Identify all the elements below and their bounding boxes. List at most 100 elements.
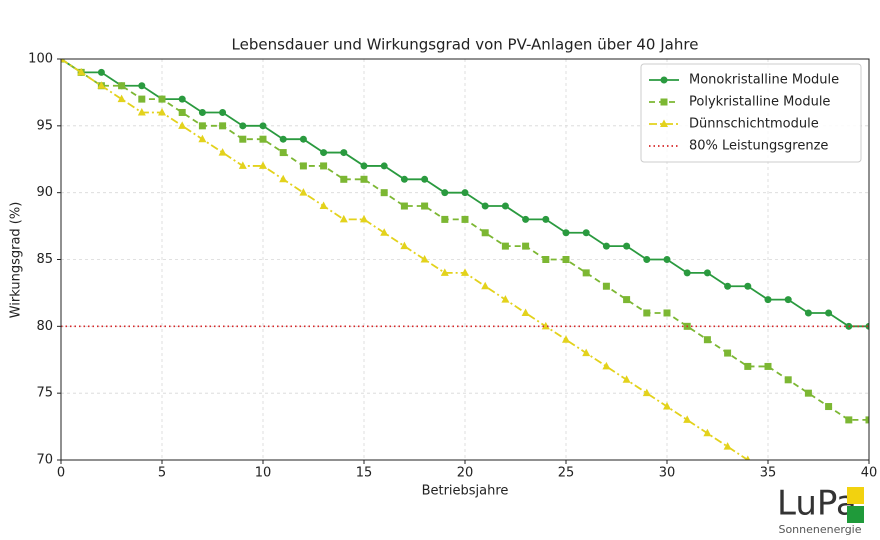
- y-tick-label: 75: [36, 386, 53, 401]
- legend: Monokristalline Module Polykristalline Mo…: [640, 63, 862, 163]
- point: [178, 108, 186, 116]
- point: [340, 175, 348, 183]
- point: [663, 309, 671, 317]
- point: [360, 214, 368, 223]
- point: [522, 215, 530, 223]
- legend-label: 80% Leistungsgrenze: [689, 139, 828, 154]
- point: [744, 362, 752, 370]
- logo: LuPa Sonnenenergie: [777, 484, 864, 536]
- point: [703, 336, 711, 344]
- y-tick-label: 70: [36, 453, 53, 468]
- point: [784, 376, 792, 384]
- x-axis-label: Betriebsjahre: [422, 484, 509, 499]
- point: [218, 148, 227, 156]
- point: [380, 162, 388, 170]
- point: [198, 134, 207, 143]
- point: [764, 296, 772, 304]
- point: [660, 119, 668, 127]
- point: [542, 215, 550, 223]
- y-tick-label: 85: [36, 252, 53, 267]
- point: [178, 95, 186, 103]
- point: [663, 402, 671, 410]
- point: [380, 189, 388, 197]
- y-tick-label: 95: [36, 118, 53, 133]
- point: [542, 256, 550, 263]
- point: [521, 308, 530, 316]
- point: [299, 188, 308, 196]
- x-tick-label: 5: [158, 466, 166, 481]
- point: [77, 67, 86, 76]
- point: [481, 281, 490, 290]
- plot-area: [61, 59, 869, 460]
- point: [643, 256, 651, 263]
- y-tick-label: 90: [36, 185, 53, 200]
- point: [703, 269, 711, 277]
- point: [118, 82, 126, 90]
- point: [522, 242, 530, 250]
- point: [784, 296, 792, 304]
- point: [804, 389, 812, 397]
- logo-square: [847, 487, 864, 504]
- point: [461, 189, 469, 197]
- point: [745, 455, 751, 460]
- x-tick-label: 40: [861, 466, 878, 481]
- logo-subtitle: Sonnenenergie: [778, 523, 861, 536]
- point: [582, 348, 591, 357]
- point: [623, 296, 631, 304]
- point: [501, 295, 510, 303]
- point: [239, 135, 247, 143]
- point: [865, 416, 869, 424]
- x-tick-label: 30: [659, 466, 676, 481]
- point: [642, 388, 651, 397]
- point: [723, 442, 732, 450]
- point: [724, 349, 732, 357]
- x-tick-label: 0: [57, 466, 65, 481]
- x-tick-label: 25: [558, 466, 575, 481]
- y-tick-label: 80: [36, 319, 53, 334]
- legend-label: Polykristalline Module: [689, 95, 830, 110]
- point: [461, 215, 469, 223]
- point: [825, 403, 833, 411]
- point: [380, 228, 389, 236]
- point: [61, 59, 65, 62]
- point: [602, 242, 610, 250]
- point: [562, 335, 570, 343]
- point: [178, 121, 187, 129]
- point: [360, 175, 368, 183]
- point: [440, 268, 449, 276]
- point: [137, 107, 146, 116]
- point: [562, 229, 570, 237]
- point: [541, 321, 550, 330]
- point: [320, 149, 328, 157]
- series-line: [61, 59, 749, 460]
- point: [582, 269, 590, 277]
- x-tick-label: 15: [356, 466, 373, 481]
- y-axis-label: Wirkungsgrad (%): [9, 202, 24, 319]
- point: [97, 68, 105, 76]
- chart-title: Lebensdauer und Wirkungsgrad von PV-Anla…: [232, 36, 699, 54]
- point: [400, 202, 408, 210]
- point: [259, 135, 267, 143]
- legend-label: Dünnschichtmodule: [689, 117, 819, 132]
- point: [400, 241, 409, 250]
- point: [198, 122, 206, 130]
- point: [299, 162, 307, 170]
- x-tick-label: 20: [457, 466, 474, 481]
- y-tick-label: 100: [28, 52, 53, 67]
- point: [804, 309, 812, 317]
- point: [340, 149, 348, 157]
- point: [663, 256, 671, 263]
- point: [683, 269, 691, 277]
- point: [158, 107, 166, 116]
- point: [97, 81, 106, 89]
- point: [622, 375, 631, 383]
- point: [501, 202, 509, 210]
- point: [845, 416, 853, 424]
- point: [461, 268, 469, 276]
- point: [421, 175, 429, 183]
- point: [441, 215, 449, 223]
- point: [279, 149, 287, 157]
- point: [602, 361, 611, 370]
- point: [320, 162, 328, 170]
- point: [219, 108, 227, 116]
